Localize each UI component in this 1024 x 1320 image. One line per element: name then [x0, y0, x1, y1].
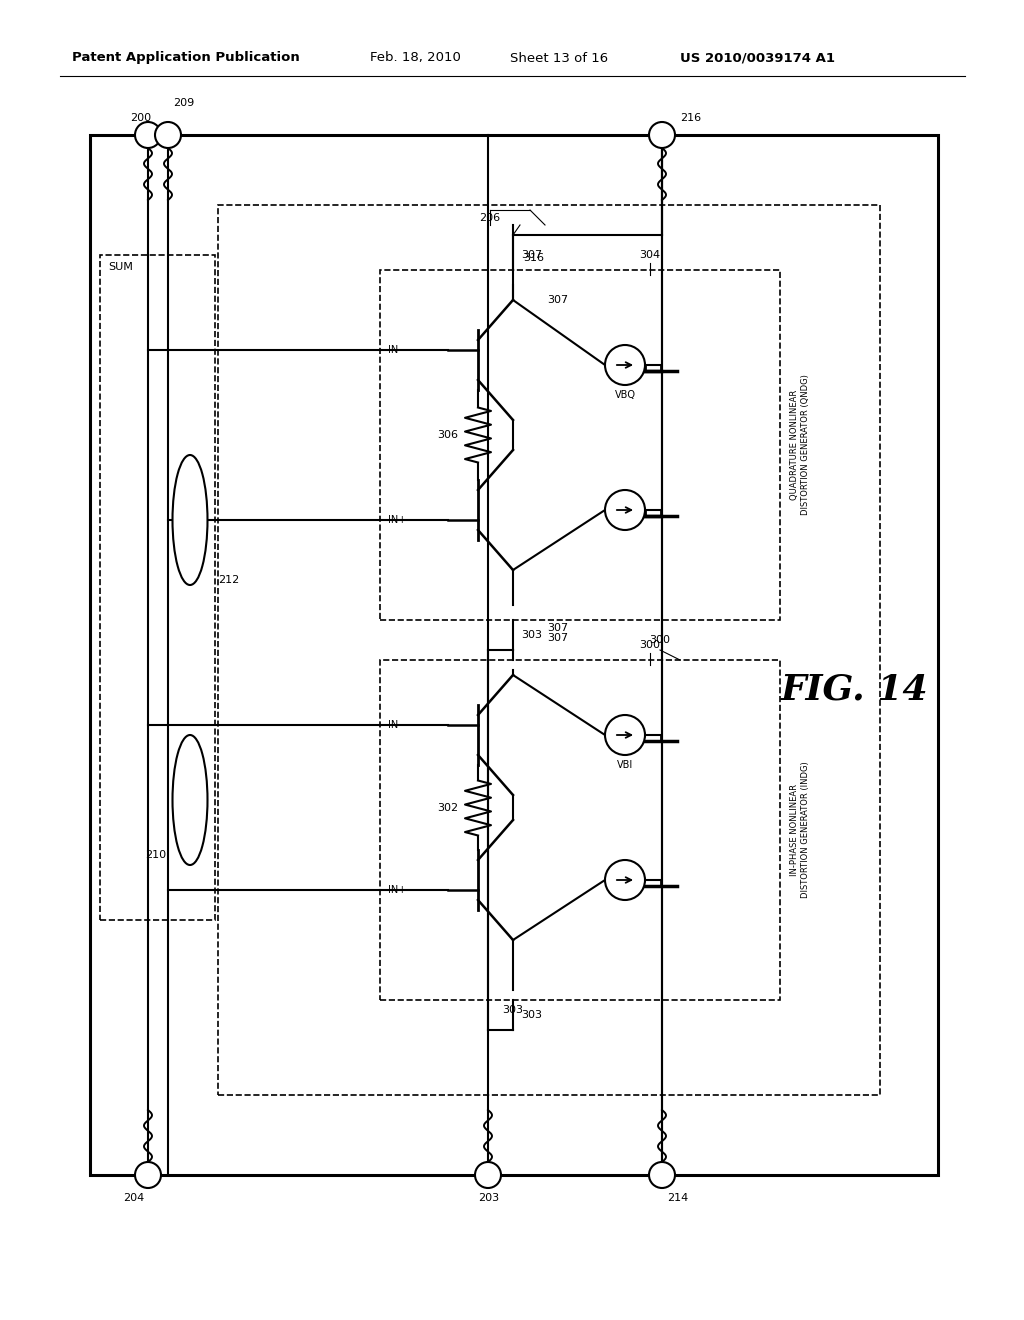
Bar: [380, 660, 780, 1001]
Text: IN-: IN-: [388, 719, 401, 730]
Text: Patent Application Publication: Patent Application Publication: [72, 51, 300, 65]
Text: 303: 303: [521, 1010, 542, 1020]
Circle shape: [605, 861, 645, 900]
Circle shape: [605, 490, 645, 531]
Text: 303: 303: [521, 630, 542, 640]
Text: FIG. 14: FIG. 14: [781, 673, 929, 708]
Text: IN+: IN+: [388, 884, 407, 895]
Text: IN-PHASE NONLINEAR
DISTORTION GENERATOR (INDG): IN-PHASE NONLINEAR DISTORTION GENERATOR …: [791, 762, 810, 899]
Bar: [100, 255, 215, 920]
Text: 306: 306: [437, 430, 459, 440]
Text: 210: 210: [145, 850, 166, 861]
Circle shape: [135, 121, 161, 148]
Ellipse shape: [172, 455, 208, 585]
Text: US 2010/0039174 A1: US 2010/0039174 A1: [680, 51, 835, 65]
Circle shape: [475, 1162, 501, 1188]
Bar: [90, 135, 938, 1175]
Text: 204: 204: [123, 1193, 144, 1203]
Text: 304: 304: [639, 249, 660, 260]
Text: 307: 307: [548, 294, 568, 305]
Text: VBQ: VBQ: [614, 389, 636, 400]
Text: 307: 307: [521, 249, 542, 260]
Circle shape: [155, 121, 181, 148]
Text: 216: 216: [680, 114, 701, 123]
Ellipse shape: [172, 735, 208, 865]
Text: 300: 300: [640, 640, 660, 649]
Text: 203: 203: [478, 1193, 499, 1203]
Text: IN-: IN-: [388, 345, 401, 355]
Circle shape: [605, 345, 645, 385]
Text: 206: 206: [479, 213, 501, 223]
Circle shape: [649, 121, 675, 148]
Text: 300: 300: [649, 635, 671, 645]
Text: 303: 303: [503, 1005, 523, 1015]
Text: 212: 212: [218, 576, 240, 585]
Text: 209: 209: [173, 98, 195, 108]
Circle shape: [649, 1162, 675, 1188]
Text: QUADRATURE NONLINEAR
DISTORTION GENERATOR (QNDG): QUADRATURE NONLINEAR DISTORTION GENERATO…: [791, 375, 810, 515]
Circle shape: [605, 715, 645, 755]
Bar: [218, 205, 880, 1096]
Bar: [380, 271, 780, 620]
Text: 307: 307: [548, 623, 568, 634]
Circle shape: [135, 1162, 161, 1188]
Text: IN+: IN+: [388, 515, 407, 525]
Text: VBI: VBI: [616, 760, 633, 770]
Text: 200: 200: [130, 114, 152, 123]
Text: 316: 316: [523, 253, 544, 263]
Text: 307: 307: [548, 634, 568, 643]
Text: SUM: SUM: [108, 261, 133, 272]
Text: Sheet 13 of 16: Sheet 13 of 16: [510, 51, 608, 65]
Text: Feb. 18, 2010: Feb. 18, 2010: [370, 51, 461, 65]
Text: 214: 214: [667, 1193, 688, 1203]
Text: 302: 302: [437, 803, 459, 813]
